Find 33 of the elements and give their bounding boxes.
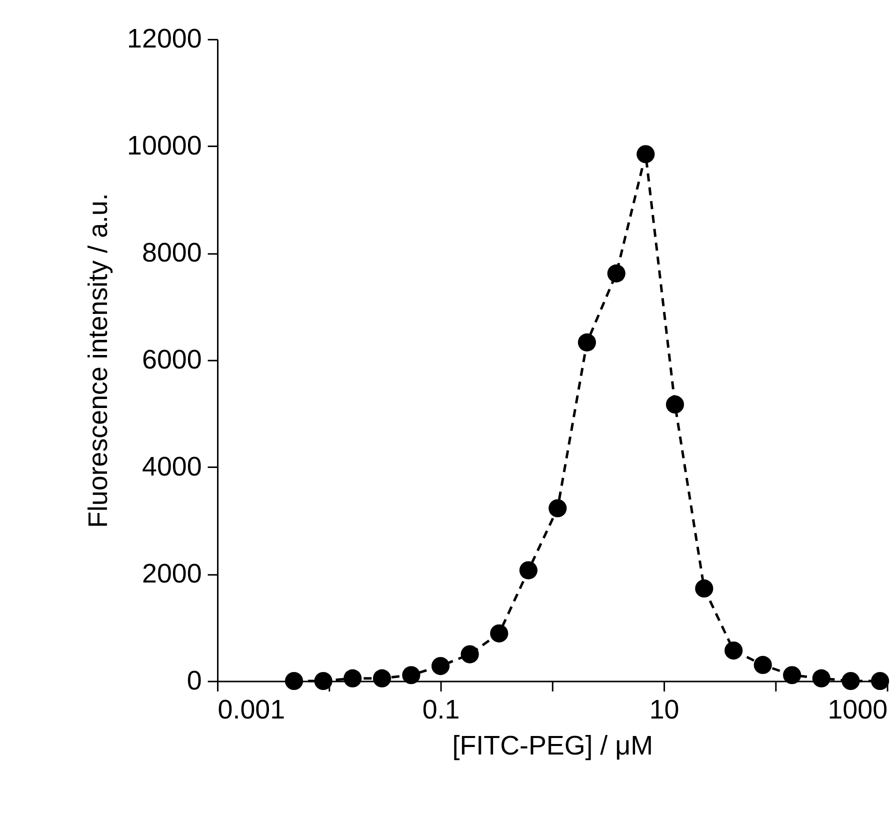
y-tick-label: 8000 xyxy=(142,238,202,268)
y-tick-label: 2000 xyxy=(142,558,202,589)
point xyxy=(636,145,655,164)
y-axis-title: Fluorescence intensity / a.u. xyxy=(83,193,114,528)
point xyxy=(607,264,626,282)
y-tick-label: 6000 xyxy=(142,344,202,375)
point xyxy=(548,499,567,518)
point xyxy=(344,669,362,688)
point xyxy=(431,657,450,676)
point xyxy=(842,672,860,690)
y-tick-label: 0 xyxy=(186,665,202,696)
point xyxy=(812,669,830,688)
point xyxy=(578,333,596,352)
point xyxy=(372,669,392,688)
point xyxy=(490,624,508,642)
x-tick-label: 0.1 xyxy=(422,694,460,724)
point xyxy=(460,645,479,664)
y-tick-label: 12000 xyxy=(127,24,202,54)
point xyxy=(402,666,420,684)
x-tick-label: 10 xyxy=(649,694,680,724)
point xyxy=(314,672,332,690)
point xyxy=(284,672,304,690)
point xyxy=(724,641,743,660)
point xyxy=(695,579,714,598)
point xyxy=(666,395,684,414)
point xyxy=(519,561,538,580)
x-tick-label: 0.001 xyxy=(218,694,286,724)
point xyxy=(754,656,772,674)
x-axis-title: [FITC-PEG] / μM xyxy=(452,730,654,760)
point xyxy=(783,666,802,684)
x-tick-label: 1000 xyxy=(828,694,888,724)
y-tick-label: 4000 xyxy=(142,452,202,482)
y-tick-label: 10000 xyxy=(127,130,202,161)
